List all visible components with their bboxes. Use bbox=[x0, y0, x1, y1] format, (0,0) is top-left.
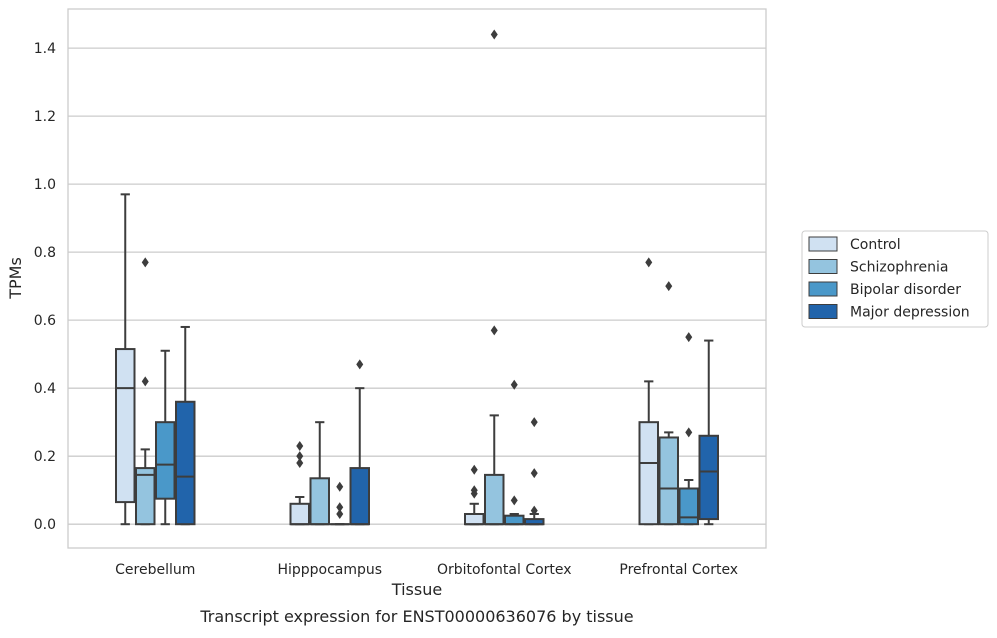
outlier-point bbox=[336, 482, 343, 492]
box bbox=[331, 482, 350, 524]
outlier-point bbox=[511, 495, 518, 505]
outlier-point bbox=[531, 468, 538, 478]
box-body bbox=[680, 488, 699, 524]
outlier-point bbox=[336, 502, 343, 512]
x-tick-label: Hipppocampus bbox=[277, 562, 382, 578]
box bbox=[465, 465, 484, 524]
outlier-point bbox=[296, 441, 303, 451]
box-body bbox=[505, 516, 524, 525]
box-body bbox=[176, 402, 195, 524]
legend-label: Control bbox=[850, 237, 901, 253]
legend-swatch bbox=[809, 237, 837, 251]
y-tick-label: 1.4 bbox=[34, 41, 56, 57]
outlier-point bbox=[491, 30, 498, 40]
y-axis-label: TPMs bbox=[6, 257, 25, 300]
outlier-point bbox=[685, 427, 692, 437]
legend-swatch bbox=[809, 305, 837, 319]
box-body bbox=[136, 468, 155, 524]
x-axis-ticks: Cerebellum Hipppocampus Orbitofontal Corte… bbox=[115, 562, 738, 578]
outlier-point bbox=[471, 465, 478, 475]
legend: Control Schizophrenia Bipolar disorder Majo… bbox=[802, 231, 988, 327]
outlier-point bbox=[142, 257, 149, 267]
y-tick-label: 1.2 bbox=[34, 109, 56, 125]
outlier-point bbox=[645, 257, 652, 267]
box bbox=[176, 327, 195, 524]
boxes bbox=[116, 30, 718, 525]
x-tick-label: Cerebellum bbox=[115, 562, 195, 578]
legend-label: Bipolar disorder bbox=[850, 282, 961, 298]
y-tick-label: 0.8 bbox=[34, 245, 56, 261]
legend-swatch bbox=[809, 260, 837, 274]
x-tick-label: Orbitofontal Cortex bbox=[437, 562, 572, 578]
box-body bbox=[660, 437, 679, 524]
box bbox=[351, 359, 370, 524]
legend-swatch bbox=[809, 282, 837, 296]
box-body bbox=[465, 514, 484, 524]
y-tick-label: 0.2 bbox=[34, 449, 56, 465]
box bbox=[525, 417, 544, 524]
legend-label: Schizophrenia bbox=[850, 260, 948, 276]
y-axis-ticks: 0.0 0.2 0.4 0.6 0.8 1.0 1.2 1.4 bbox=[34, 41, 56, 533]
outlier-point bbox=[531, 417, 538, 427]
box bbox=[136, 257, 155, 524]
outlier-point bbox=[296, 451, 303, 461]
box bbox=[505, 380, 524, 524]
x-axis-label: Tissue bbox=[391, 580, 442, 599]
y-tick-label: 1.0 bbox=[34, 177, 56, 193]
y-tick-label: 0.6 bbox=[34, 313, 56, 329]
outlier-point bbox=[356, 359, 363, 369]
box-body bbox=[291, 504, 310, 524]
box bbox=[680, 332, 699, 524]
box bbox=[291, 441, 310, 524]
box-body bbox=[311, 478, 330, 524]
box bbox=[116, 194, 135, 524]
outlier-point bbox=[491, 325, 498, 335]
box bbox=[485, 30, 504, 525]
box bbox=[311, 422, 330, 524]
y-tick-label: 0.0 bbox=[34, 517, 56, 533]
legend-label: Major depression bbox=[850, 305, 970, 321]
outlier-point bbox=[685, 332, 692, 342]
outlier-point bbox=[665, 281, 672, 291]
box bbox=[640, 257, 659, 524]
x-tick-label: Prefrontal Cortex bbox=[619, 562, 738, 578]
box-body bbox=[485, 475, 504, 524]
box-body bbox=[640, 422, 659, 524]
box-body bbox=[700, 436, 719, 519]
box-body bbox=[351, 468, 370, 524]
box-body bbox=[116, 349, 135, 502]
box-body bbox=[156, 422, 175, 499]
box bbox=[700, 341, 719, 525]
box bbox=[156, 351, 175, 524]
chart-caption: Transcript expression for ENST0000063607… bbox=[199, 607, 633, 626]
outlier-point bbox=[142, 376, 149, 386]
box bbox=[660, 281, 679, 524]
y-tick-label: 0.4 bbox=[34, 381, 56, 397]
